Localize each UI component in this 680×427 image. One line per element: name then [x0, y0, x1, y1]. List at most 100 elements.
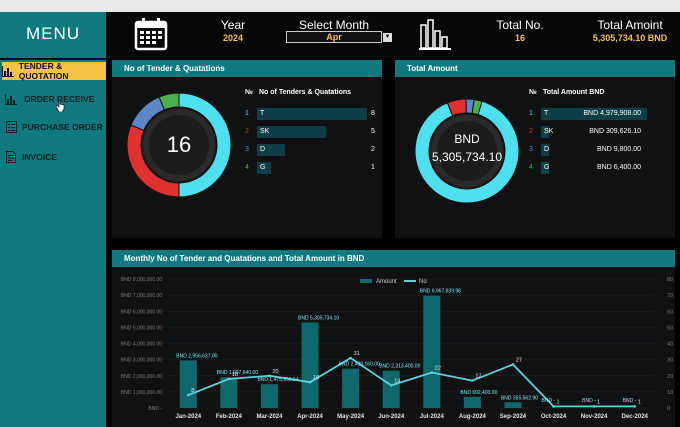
no-point	[389, 384, 393, 387]
total-amount-label: Total Amoint	[597, 18, 663, 32]
x-tick-label: Nov-2024	[581, 414, 608, 420]
no-point	[471, 379, 474, 382]
amount-bar-label: BND -	[623, 398, 637, 404]
sidebar-item-invoice[interactable]: INVOICE	[4, 148, 108, 166]
x-tick-label: Aug-2024	[459, 414, 487, 420]
sidebar-divider	[0, 58, 106, 60]
no-point	[308, 380, 312, 384]
sidebar-item-label: TENDER & QUOTATION	[18, 61, 69, 81]
amount-donut-currency: BND	[454, 132, 480, 146]
amount-row-bar	[541, 162, 549, 174]
no-series-line	[187, 356, 635, 408]
amount-row-value: BND 9,800.00	[597, 146, 641, 153]
no-point-label: 1	[597, 399, 600, 405]
y-left-tick-label: BND 4,000,000.00	[121, 342, 162, 348]
amount-row-bar	[541, 108, 647, 120]
legend-swatch-amount	[360, 279, 372, 283]
amount-row-value: BND 6,400.00	[597, 164, 641, 171]
tenders-panel: No of Tender & Quatations 16 № No of Ten…	[112, 60, 382, 238]
y-right-tick-label: 20	[667, 374, 673, 380]
header-bar	[108, 12, 680, 59]
amount-row-name: T	[544, 110, 549, 117]
amount-col-label: Total Amount BND	[543, 89, 605, 96]
tenders-row-value: 1	[371, 164, 375, 171]
tenders-col-label: No of Tenders & Quatations	[259, 89, 352, 96]
document-icon	[4, 150, 18, 164]
amount-bar	[463, 396, 481, 408]
x-tick-label: Jun-2024	[378, 414, 405, 420]
y-left-tick-label: BND 3,000,000.00	[121, 358, 162, 364]
y-left-tick-label: BND 8,000,000.00	[121, 277, 162, 283]
y-right-tick-label: 70	[667, 293, 673, 299]
amount-bar	[382, 370, 400, 408]
window-top-strip	[0, 0, 680, 12]
tenders-row-bar	[257, 108, 367, 120]
monthly-chart-title: Monthly No of Tender and Quatations and …	[112, 250, 675, 267]
amount-donut-inner	[437, 121, 497, 181]
amount-bar-label: BND -	[582, 398, 596, 404]
amount-row-value: BND 4,979,908.00	[583, 110, 641, 117]
y-left-tick-label: BND 1,000,000.00	[121, 390, 162, 396]
tenders-row-bar	[257, 144, 285, 156]
total-no-value: 16	[514, 33, 525, 43]
amount-donut-chart	[414, 98, 520, 204]
sidebar-item-label: PURCHASE ORDER	[22, 122, 103, 132]
tenders-donut-center-value: 16	[166, 132, 192, 157]
amount-panel-title: Total Amount	[395, 60, 675, 77]
y-right-tick-label: 50	[667, 325, 673, 331]
amount-bar-label: BND 1,907,640.00	[217, 370, 258, 376]
month-label: Select Month	[298, 18, 370, 32]
no-point	[552, 405, 555, 408]
month-select[interactable]: Apr	[286, 31, 382, 43]
sidebar-item-purchase-order[interactable]: PURCHASE ORDER	[4, 118, 108, 136]
tenders-row-name: SK	[260, 128, 270, 135]
amount-row-name: G	[544, 164, 550, 171]
amount-slice-t	[414, 98, 520, 204]
mouse-cursor-icon	[56, 99, 65, 112]
sidebar-item-label: INVOICE	[22, 152, 57, 162]
tenders-row-name: D	[260, 146, 266, 153]
x-tick-label: Dec-2024	[622, 414, 649, 420]
tenders-row-value: 5	[371, 128, 375, 135]
amount-bar-label: BND 692,403.00	[460, 390, 497, 396]
amount-row-index: 1	[529, 110, 533, 117]
y-right-tick-label: 0	[667, 406, 670, 412]
amount-row-value: BND 309,626.10	[589, 128, 641, 135]
no-point-label: 16	[313, 375, 319, 381]
tenders-row-index: 2	[245, 128, 249, 135]
tenders-row-name: G	[260, 164, 266, 171]
x-tick-label: Oct-2024	[541, 414, 567, 420]
no-point-label: 20	[272, 369, 278, 375]
tenders-row-index: 3	[245, 146, 249, 153]
amount-bar-label: BND 6,967,939.98	[420, 289, 461, 295]
y-right-tick-label: 10	[667, 390, 673, 396]
sidebar: MENU TENDER & QUOTATION ORDER RECEIVE PU…	[0, 12, 106, 427]
no-point-label: 1	[557, 399, 560, 405]
year-value: 2024	[222, 33, 244, 43]
no-point-label: 17	[475, 374, 481, 380]
amount-bar-label: BND 355,562.90	[501, 395, 538, 401]
tenders-donut-chart	[126, 92, 232, 198]
amount-row-index: 2	[529, 128, 533, 135]
tenders-donut-inner	[149, 115, 209, 175]
y-right-tick-label: 60	[667, 309, 673, 315]
tenders-col-no: №	[245, 89, 253, 96]
tenders-row-bar	[257, 162, 271, 174]
bar-chart-icon	[2, 64, 15, 78]
amount-donut-center-value: 5,305,734.10	[431, 150, 503, 164]
monthly-combo-chart: BND 8,000,000.00 BND 7,000,000.00 BND 6,00…	[121, 277, 673, 420]
total-amount-value: 5,305,734.10 BND	[592, 33, 668, 43]
amount-row-index: 3	[529, 146, 533, 153]
y-right-tick-label: 30	[667, 358, 673, 364]
no-point-label: 8	[191, 388, 194, 394]
no-point	[633, 405, 637, 408]
no-point	[227, 377, 231, 381]
dropdown-arrow-icon[interactable]: ▼	[383, 33, 392, 42]
tenders-row-bar	[257, 126, 326, 138]
list-icon	[4, 120, 18, 134]
amount-row-bar	[541, 144, 549, 156]
tenders-row-value: 2	[371, 146, 375, 153]
bar-chart-icon	[4, 92, 18, 106]
sidebar-item-tender-quotation[interactable]: TENDER & QUOTATION	[2, 61, 106, 81]
x-tick-label: Jul-2024	[420, 414, 445, 420]
